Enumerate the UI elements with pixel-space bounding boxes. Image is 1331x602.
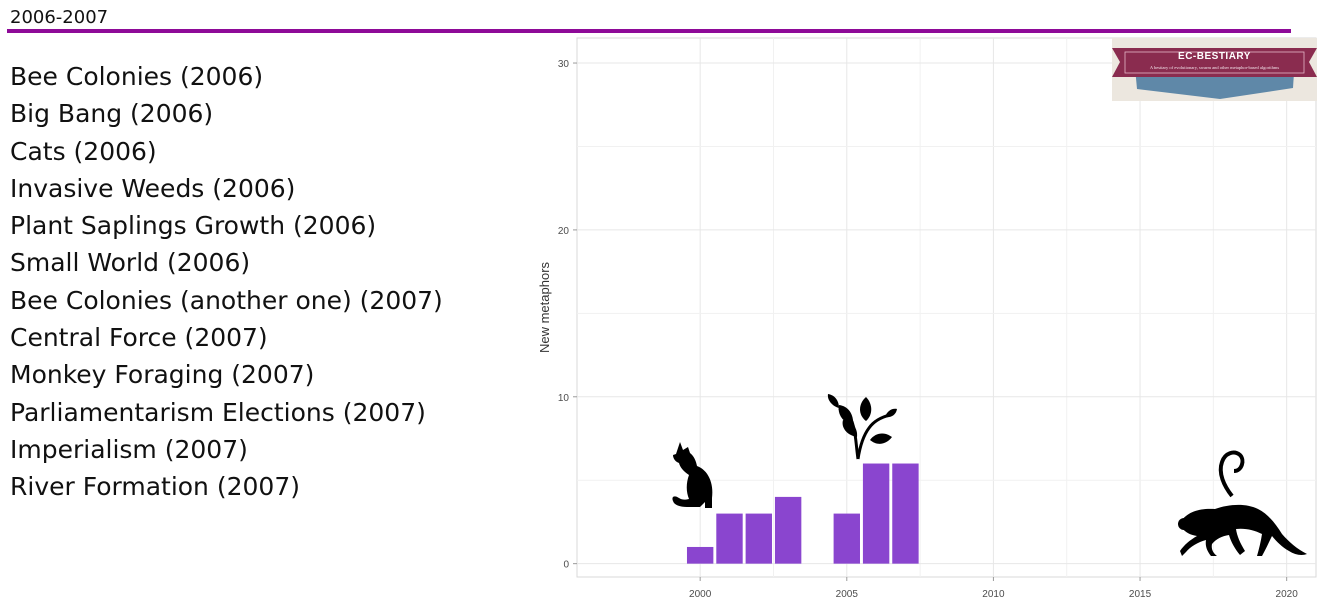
list-item: Invasive Weeds (2006): [10, 173, 296, 203]
list-item: Parliamentarism Elections (2007): [10, 397, 426, 427]
badge-title: EC-BESTIARY: [1178, 51, 1251, 62]
y-tick-label: 20: [558, 226, 570, 237]
list-item: Central Force (2007): [10, 323, 268, 353]
x-tick-label: 2010: [982, 589, 1005, 600]
bar-chart: 2000 2005 2010 2015 2020 0 10 20 30 New metaphors: [520, 34, 1320, 602]
badge-ribbon: [1112, 48, 1317, 77]
label-layer: 2000 2005 2010 2015 2020 0 10 20 30 New metaphors: [537, 59, 1298, 600]
list-item: Bee Colonies (2006): [10, 62, 264, 91]
cat-silhouette-icon: [672, 442, 713, 508]
x-tick-label: 2000: [689, 589, 712, 600]
x-tick-label: 2005: [836, 589, 859, 600]
list-item: Big Bang (2006): [10, 99, 214, 129]
y-tick-label: 0: [563, 560, 569, 571]
x-tick-label: 2015: [1129, 589, 1152, 600]
axis-layer: [573, 62, 1288, 581]
bar: [833, 513, 860, 564]
sapling-plant-icon: [827, 394, 897, 460]
bar: [745, 513, 773, 564]
list-item: Monkey Foraging (2007): [10, 360, 315, 390]
y-tick-label: 30: [558, 59, 570, 70]
list-item: Small World (2006): [10, 248, 251, 278]
bar: [862, 463, 890, 564]
bar: [716, 513, 743, 564]
metaphor-list: Bee Colonies (2006) Big Bang (2006) Cats…: [10, 58, 443, 506]
title-rule: [7, 29, 1291, 33]
y-tick-label: 10: [558, 393, 570, 404]
list-item: Cats (2006): [10, 136, 157, 166]
bar-layer: [686, 463, 919, 564]
list-item: Imperialism (2007): [10, 434, 248, 464]
list-item: Bee Colonies (another one) (2007): [10, 285, 443, 315]
ec-bestiary-badge: EC-BESTIARY A bestiary of evolutionary, …: [1112, 38, 1317, 101]
x-tick-label: 2020: [1276, 589, 1299, 600]
badge-subtitle: A bestiary of evolutionary, swarm and ot…: [1149, 65, 1280, 70]
badge-ribbon-border: [1124, 51, 1305, 74]
bar: [686, 546, 714, 564]
list-item: River Formation (2007): [10, 472, 300, 502]
bar: [774, 496, 802, 564]
badge-graphic: [1112, 38, 1317, 101]
monkey-silhouette-icon: [1178, 450, 1307, 556]
list-item: Plant Saplings Growth (2006): [10, 211, 377, 241]
slide-title: 2006-2007: [10, 7, 109, 28]
y-axis-label: New metaphors: [537, 261, 552, 353]
chart: 2000 2005 2010 2015 2020 0 10 20 30 New metaphors…: [520, 34, 1320, 602]
bar: [892, 463, 919, 564]
